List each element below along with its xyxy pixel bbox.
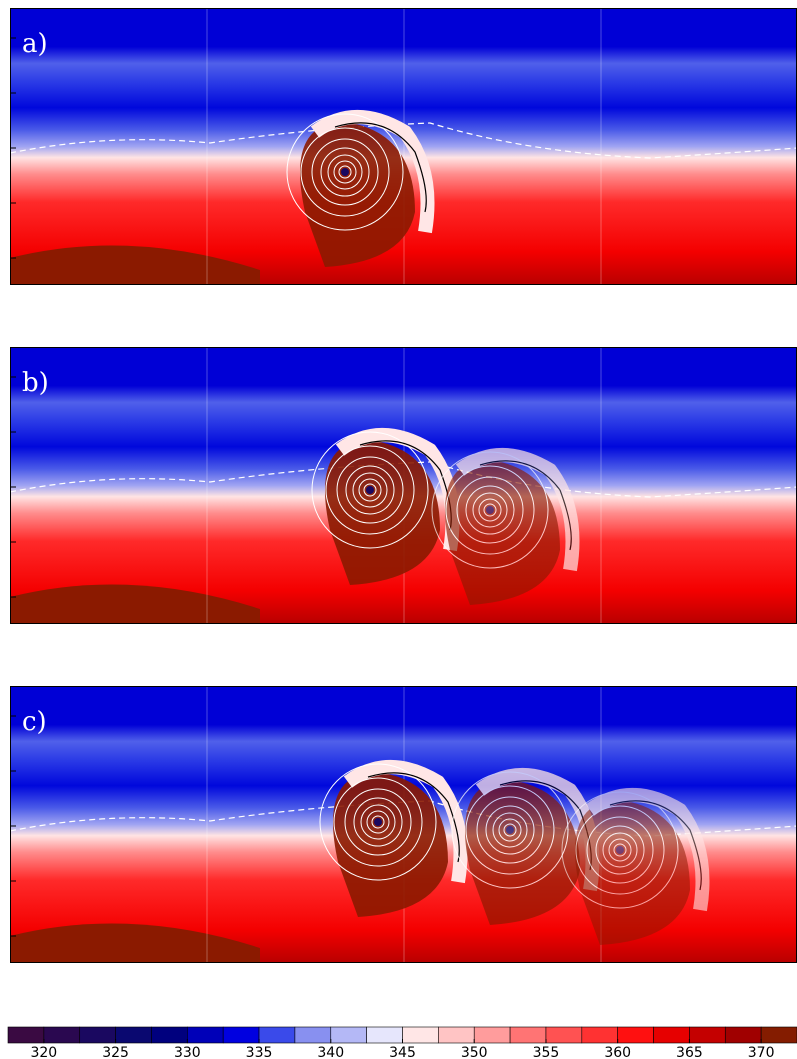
colorbar-box (187, 1026, 224, 1044)
colorbar-tick-label: 355 (533, 1045, 560, 1059)
colorbar-tick-label: 345 (389, 1045, 416, 1059)
colorbar-tick-label: 340 (317, 1045, 344, 1059)
colorbar-box (438, 1026, 475, 1044)
colorbar-box (258, 1026, 296, 1044)
colorbar-box (43, 1026, 81, 1044)
colorbar-box (473, 1026, 511, 1044)
panel-b: b) (10, 347, 797, 624)
colorbar-tick-label: 330 (174, 1045, 201, 1059)
colorbar-box (509, 1026, 547, 1044)
colorbar-box (653, 1026, 690, 1044)
panel-label: b) (22, 368, 49, 398)
colorbar-box (724, 1026, 762, 1044)
colorbar-box (581, 1026, 618, 1044)
colorbar-box (330, 1026, 367, 1044)
panel-c: c) (10, 686, 797, 963)
colorbar-box (366, 1026, 403, 1044)
colorbar-tick-label: 370 (748, 1045, 775, 1059)
colorbar-box (545, 1026, 583, 1044)
colorbar-tick-label: 335 (246, 1045, 273, 1059)
colorbar-tick-label: 360 (604, 1045, 631, 1059)
colorbar-box (151, 1026, 188, 1044)
colorbar-box (617, 1026, 654, 1044)
colorbar-box (294, 1026, 332, 1044)
colorbar-box (115, 1026, 152, 1044)
colorbar-box (7, 1026, 45, 1044)
colorbar-tick-label: 325 (102, 1045, 129, 1059)
colorbar-box (402, 1026, 439, 1044)
colorbar-box (689, 1026, 726, 1044)
colorbar-box (222, 1026, 260, 1044)
panel-a: a) (10, 8, 797, 285)
colorbar-box (760, 1026, 797, 1044)
colorbar-tick-label: 365 (676, 1045, 703, 1059)
colorbar-box (79, 1026, 116, 1044)
panel-label: a) (22, 29, 48, 59)
colorbar-tick-label: 350 (461, 1045, 488, 1059)
panel-label: c) (22, 707, 47, 737)
colorbar: 320 325 330 335 340 345 350 355 360 365 370 (7, 1026, 797, 1059)
colorbar-tick-label: 320 (30, 1045, 57, 1059)
